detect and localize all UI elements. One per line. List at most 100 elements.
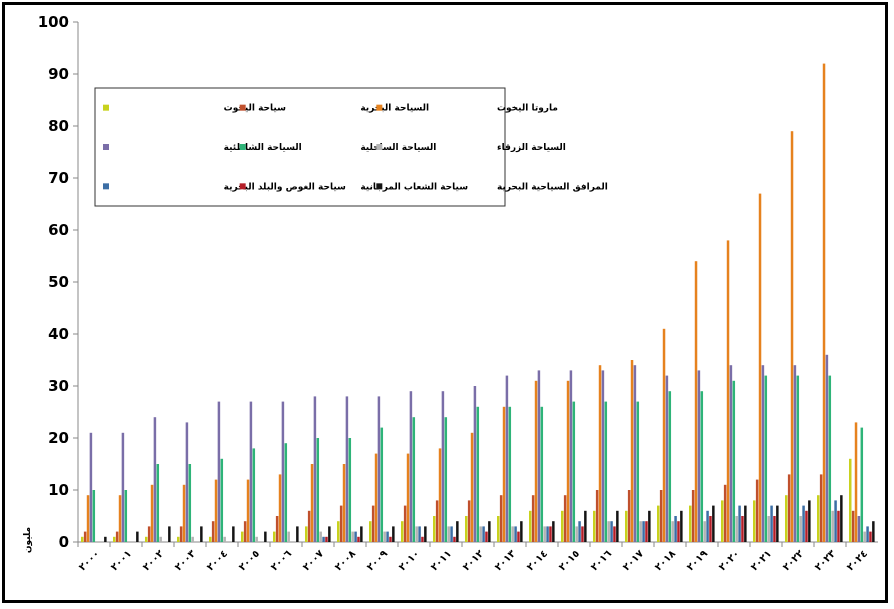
bar [200, 526, 203, 542]
y-tick-label: 70 [48, 169, 69, 187]
bar [770, 505, 773, 542]
bar [787, 474, 791, 542]
bar [249, 401, 253, 542]
bar [613, 526, 616, 542]
bar [371, 505, 375, 542]
bar [403, 505, 407, 542]
bar [113, 536, 116, 542]
bar [616, 510, 619, 542]
bar [659, 490, 663, 542]
bar [872, 521, 875, 542]
bar [360, 526, 363, 542]
bar [863, 531, 866, 542]
bar [665, 375, 669, 542]
legend-swatch [376, 144, 383, 150]
bar [499, 495, 503, 542]
bar [796, 375, 800, 542]
bar [645, 521, 648, 542]
bar [773, 516, 776, 542]
bar [406, 453, 410, 542]
bar [325, 536, 328, 542]
bar [817, 495, 820, 542]
legend-label: ماروتا اليخوت [497, 104, 558, 114]
bar [153, 417, 157, 542]
bar [866, 526, 869, 542]
bar [447, 526, 450, 542]
bar [764, 375, 768, 542]
bar [328, 526, 331, 542]
bar [729, 365, 733, 542]
bar [354, 531, 357, 542]
bar [520, 521, 523, 542]
bar [392, 526, 395, 542]
x-tick-label: ٢٠١٧ [621, 548, 646, 573]
bar [412, 417, 416, 542]
bars [81, 63, 875, 542]
legend-swatch [103, 104, 109, 111]
bar [549, 526, 552, 542]
bar [793, 365, 797, 542]
bar [569, 370, 573, 542]
bar [697, 370, 701, 542]
bar [834, 500, 837, 542]
bar [790, 131, 794, 542]
bar [828, 375, 832, 542]
bar [348, 438, 352, 542]
bar [755, 479, 759, 542]
bar [785, 495, 788, 542]
bar [313, 396, 317, 542]
bar [438, 448, 442, 542]
bar [502, 406, 506, 542]
x-tick-label: ٢٠١٩ [685, 548, 710, 573]
bar [706, 510, 709, 542]
bar [337, 521, 340, 542]
bar [424, 526, 427, 542]
bar [156, 464, 160, 542]
bar [479, 526, 482, 542]
bar [322, 536, 325, 542]
bar [473, 386, 477, 542]
bar [732, 380, 736, 542]
bar [185, 422, 189, 542]
bar [598, 365, 602, 542]
bar [243, 521, 247, 542]
legend-label: السياحة الزرقاء [497, 143, 566, 153]
bar [217, 401, 221, 542]
bar [150, 484, 154, 542]
bar [118, 495, 122, 542]
x-tick-label: ٢٠٠١ [109, 548, 134, 573]
bar [531, 495, 535, 542]
bar [674, 516, 677, 542]
bar [630, 360, 634, 542]
bar [284, 443, 288, 542]
bar [214, 479, 218, 542]
bar [691, 490, 695, 542]
bar [211, 521, 215, 542]
bar [433, 516, 436, 542]
bar [584, 510, 587, 542]
x-tick-label: ٢٠١٥ [557, 548, 582, 573]
bar [534, 380, 538, 542]
bar [273, 531, 276, 542]
x-tick-label: ٢٠٠٨ [333, 548, 358, 573]
x-tick-label: ٢٠٠٤ [205, 548, 230, 573]
x-tick-label: ٢٠٠٧ [301, 548, 326, 573]
x-tick-label: ٢٠٢٣ [813, 548, 838, 573]
bar [467, 500, 471, 542]
bar [703, 521, 706, 542]
bar [546, 526, 549, 542]
bar [595, 490, 599, 542]
bar [232, 526, 235, 542]
bar [104, 536, 107, 542]
bar [758, 193, 762, 542]
bar [799, 516, 802, 542]
y-tick-label: 80 [48, 117, 69, 135]
legend-swatch [376, 104, 383, 111]
bar [726, 240, 730, 542]
legend-swatch [376, 183, 383, 190]
bar [808, 500, 811, 542]
bar [310, 464, 314, 542]
bar [345, 396, 349, 542]
bar [805, 510, 808, 542]
